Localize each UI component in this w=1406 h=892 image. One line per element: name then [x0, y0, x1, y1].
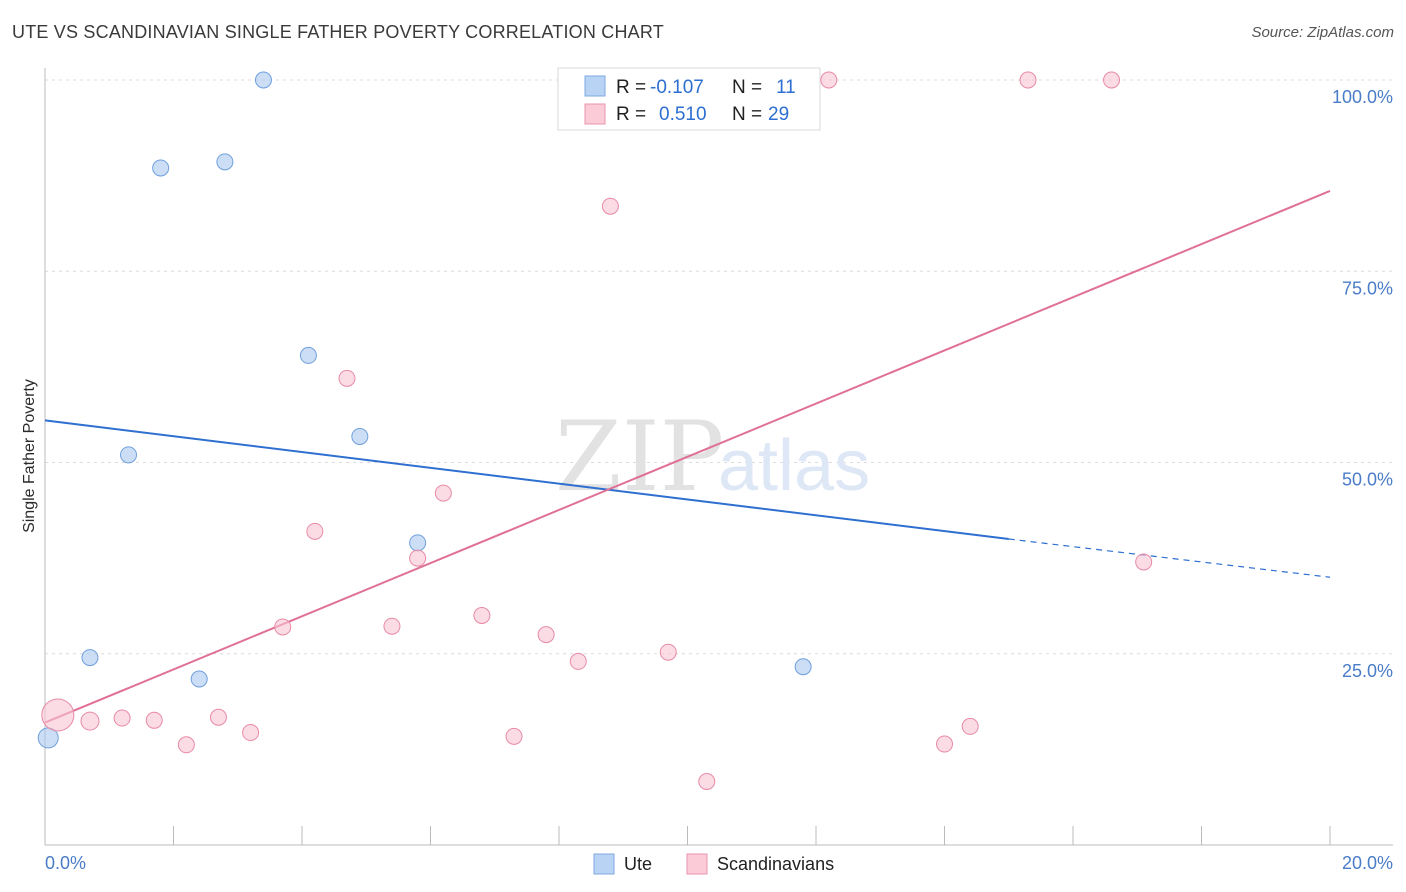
- ute-point: [190, 670, 208, 688]
- watermark-zip: ZIP: [555, 401, 724, 513]
- y-tick-label: 25.0%: [1342, 661, 1393, 681]
- scandinavian-point: [242, 724, 260, 742]
- x-tick-label: 0.0%: [45, 853, 86, 873]
- scandinavian-point: [820, 71, 838, 89]
- scandinavian-point: [1135, 553, 1153, 571]
- scandinavian-point: [209, 708, 227, 726]
- scandinavian-point: [505, 727, 523, 745]
- scandinavian-point: [936, 735, 953, 753]
- scandinavian-point: [1103, 71, 1121, 89]
- scandinavian-point: [1019, 71, 1037, 89]
- scandinavian-point: [537, 626, 555, 644]
- scandinavian-trend-line: [44, 190, 1331, 724]
- scandinavian-point: [698, 773, 716, 791]
- scandinavian-point: [601, 197, 619, 215]
- ute-r-label: R =: [616, 77, 646, 98]
- watermark: ZIP atlas: [555, 401, 870, 513]
- y-tick-label: 100.0%: [1332, 87, 1393, 107]
- scandinavian-point: [274, 618, 292, 636]
- ute-point: [351, 427, 369, 445]
- ute-trend-line: [44, 419, 1009, 540]
- scandinavian-point: [113, 709, 131, 727]
- ute-point: [409, 534, 427, 552]
- scandinavian-r-label: R =: [616, 104, 646, 125]
- scandinavian-point: [659, 643, 677, 661]
- x-tick-label: 20.0%: [1342, 853, 1393, 873]
- ute-series-swatch: [593, 853, 615, 875]
- scandinavian-point: [434, 484, 452, 502]
- series-legend: Ute Scandinavians: [593, 853, 834, 875]
- scandinavian-point: [338, 369, 356, 387]
- ute-point: [794, 658, 812, 676]
- scandinavian-point: [961, 717, 979, 735]
- scandinavian-legend-swatch: [584, 103, 606, 125]
- scandinavian-r-value: 0.510: [659, 104, 707, 125]
- scandinavian-point: [145, 711, 163, 729]
- chart-title: UTE VS SCANDINAVIAN SINGLE FATHER POVERT…: [12, 22, 664, 42]
- scandinavian-series-label: Scandinavians: [717, 854, 834, 874]
- source-label: Source: ZipAtlas.com: [1251, 24, 1394, 41]
- ute-n-label: N =: [732, 77, 762, 98]
- ute-series-label: Ute: [624, 854, 652, 874]
- ute-r-value: -0.107: [650, 77, 704, 98]
- ute-point: [254, 71, 272, 89]
- scandinavian-n-label: N =: [732, 104, 762, 125]
- ute-point: [120, 446, 138, 464]
- ute-point: [152, 159, 170, 177]
- tick-labels: 100.0% 75.0% 50.0% 25.0% 0.0% 20.0%: [45, 87, 1393, 873]
- stats-legend: R = -0.107 N = 11 R = 0.510 N = 29: [557, 67, 821, 131]
- ute-point: [216, 153, 234, 171]
- scandinavian-point: [41, 698, 75, 732]
- scandinavian-n-value: 29: [768, 104, 789, 125]
- scandinavian-point: [473, 607, 491, 624]
- y-tick-label: 50.0%: [1342, 470, 1393, 490]
- trend-lines: [44, 190, 1331, 724]
- gridlines: [45, 79, 1393, 655]
- scandinavian-series-swatch: [686, 853, 708, 875]
- scandinavian-point: [177, 736, 195, 754]
- ute-trend-extension: [1008, 538, 1331, 578]
- scandinavian-point: [569, 652, 587, 670]
- scandinavian-point: [80, 711, 100, 731]
- ute-point: [81, 649, 99, 667]
- y-tick-label: 75.0%: [1342, 278, 1393, 298]
- y-axis-label: Single Father Poverty: [21, 379, 38, 533]
- scandinavian-point: [409, 549, 427, 567]
- ute-legend-swatch: [584, 75, 606, 97]
- scandinavian-point: [383, 617, 401, 635]
- scandinavian-point: [306, 522, 324, 540]
- ute-point: [299, 346, 317, 364]
- ute-n-value: 11: [776, 77, 796, 98]
- watermark-atlas: atlas: [718, 426, 870, 506]
